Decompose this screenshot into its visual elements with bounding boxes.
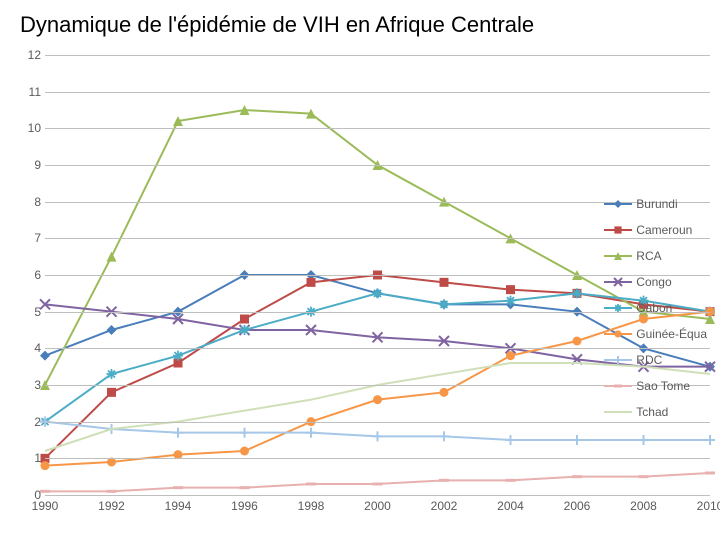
x-axis-label: 2002 (431, 495, 458, 513)
y-axis-label: 9 (13, 158, 45, 172)
legend-swatch (604, 327, 632, 341)
y-axis-label: 6 (13, 268, 45, 282)
y-axis-label: 8 (13, 195, 45, 209)
y-axis-label: 5 (13, 305, 45, 319)
legend-swatch (604, 275, 632, 289)
legend-item: RDC (604, 347, 707, 373)
legend-label: Gabon (636, 301, 672, 315)
legend-swatch (604, 223, 632, 237)
chart-title: Dynamique de l'épidémie de VIH en Afriqu… (20, 12, 534, 38)
legend-label: RCA (636, 249, 661, 263)
x-axis-label: 1990 (32, 495, 59, 513)
chart-container: 0123456789101112199019921994199619982000… (15, 55, 715, 535)
x-axis-label: 1998 (298, 495, 325, 513)
gridline (45, 128, 710, 129)
gridline (45, 165, 710, 166)
legend: Burundi Cameroun RCA Congo Gabon Guinée-Équa R… (604, 191, 707, 425)
x-axis-label: 2008 (630, 495, 657, 513)
legend-swatch (604, 379, 632, 393)
legend-swatch (604, 197, 632, 211)
y-axis-label: 10 (13, 121, 45, 135)
legend-label: Congo (636, 275, 671, 289)
legend-swatch (604, 405, 632, 419)
y-axis-label: 3 (13, 378, 45, 392)
legend-swatch (604, 353, 632, 367)
gridline (45, 55, 710, 56)
legend-label: Sao Tome (636, 379, 690, 393)
y-axis-label: 11 (13, 85, 45, 99)
legend-label: Guinée-Équa (636, 327, 707, 341)
legend-label: Burundi (636, 197, 677, 211)
legend-swatch (604, 249, 632, 263)
x-axis-label: 1994 (165, 495, 192, 513)
legend-item: RCA (604, 243, 707, 269)
x-axis-label: 2006 (564, 495, 591, 513)
y-axis-label: 7 (13, 231, 45, 245)
x-axis-label: 2000 (364, 495, 391, 513)
legend-item: Guinée-Équa (604, 321, 707, 347)
legend-item: Burundi (604, 191, 707, 217)
y-axis-label: 1 (13, 451, 45, 465)
x-axis-label: 2010 (697, 495, 720, 513)
x-axis-label: 1992 (98, 495, 125, 513)
legend-swatch (604, 301, 632, 315)
legend-label: Cameroun (636, 223, 692, 237)
legend-item: Cameroun (604, 217, 707, 243)
legend-item: Gabon (604, 295, 707, 321)
y-axis-label: 2 (13, 415, 45, 429)
x-axis-label: 2004 (497, 495, 524, 513)
legend-label: RDC (636, 353, 662, 367)
y-axis-label: 4 (13, 341, 45, 355)
legend-label: Tchad (636, 405, 668, 419)
gridline (45, 458, 710, 459)
y-axis-label: 12 (13, 48, 45, 62)
x-axis-label: 1996 (231, 495, 258, 513)
legend-item: Tchad (604, 399, 707, 425)
legend-item: Sao Tome (604, 373, 707, 399)
legend-item: Congo (604, 269, 707, 295)
gridline (45, 92, 710, 93)
